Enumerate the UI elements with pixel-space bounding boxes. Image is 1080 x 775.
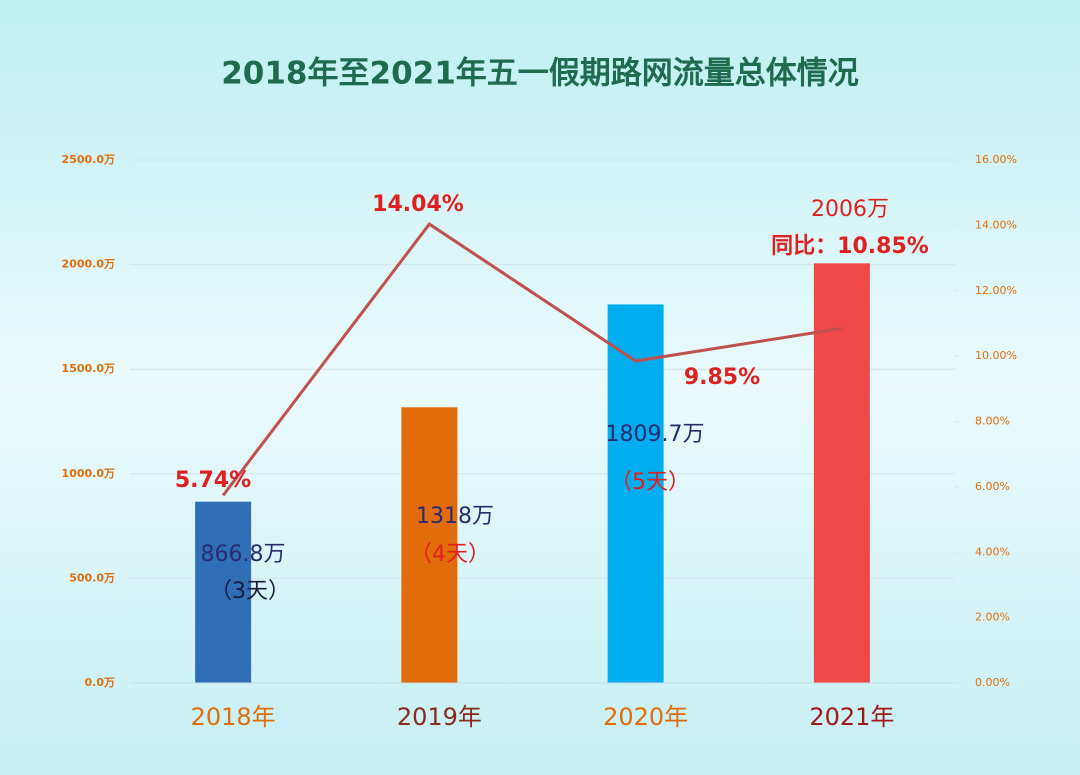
y2-tick-label: 2.00% (975, 611, 1010, 624)
y2-tick-label: 6.00% (975, 480, 1010, 493)
value-label: 同比：10.85% (771, 234, 929, 259)
y-tick-label: 1500.0万 (62, 362, 115, 375)
bar (813, 263, 870, 683)
value-label: 1809.7万 (606, 422, 705, 447)
bar (607, 304, 664, 683)
y2-tick-label: 0.00% (975, 676, 1010, 689)
y-tick-label: 1000.0万 (62, 467, 115, 480)
y-tick-label: 500.0万 (69, 571, 115, 584)
x-tick-label: 2019年 (397, 703, 482, 731)
value-label: 14.04% (372, 192, 464, 217)
x-tick-label: 2021年 (809, 703, 894, 731)
value-label: 9.85% (684, 365, 760, 390)
y2-tick-label: 12.00% (975, 284, 1017, 297)
value-label: 866.8万 (201, 542, 286, 567)
chart-title: 2018年至2021年五一假期路网流量总体情况 (221, 56, 859, 92)
line (221, 222, 843, 497)
y2-tick-label: 10.00% (975, 349, 1017, 362)
value-label: 1318万 (416, 504, 494, 529)
value-label: 5.74% (175, 468, 251, 493)
y2-tick-label: 14.00% (975, 218, 1017, 231)
bar (195, 501, 252, 683)
bar (401, 407, 458, 683)
y-tick-label: 0.0万 (85, 676, 116, 689)
annotation: （4天） (410, 542, 490, 567)
value-label: 2006万 (811, 197, 889, 222)
y-tick-label: 2000.0万 (62, 258, 115, 271)
annotation: （5天） (610, 470, 690, 495)
x-tick-label: 2020年 (603, 703, 688, 731)
x-tick-label: 2018年 (191, 703, 276, 731)
y2-tick-label: 16.00% (975, 153, 1017, 166)
annotation: （3天） (210, 579, 290, 604)
y2-tick-label: 4.00% (975, 545, 1010, 558)
y2-tick-label: 8.00% (975, 415, 1010, 428)
y-tick-label: 2500.0万 (62, 153, 115, 166)
